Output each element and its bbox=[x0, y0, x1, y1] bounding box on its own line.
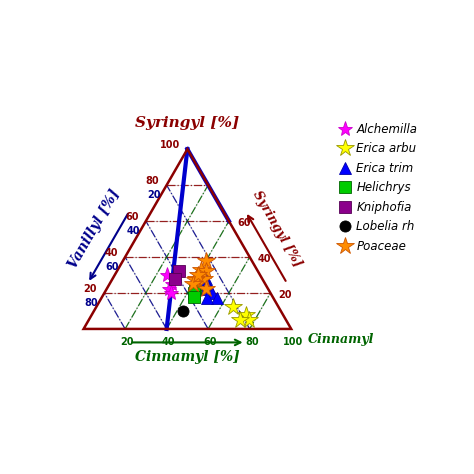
Text: Syringyl [%]: Syringyl [%] bbox=[250, 188, 304, 269]
Text: 60: 60 bbox=[203, 337, 217, 347]
Text: 40: 40 bbox=[126, 226, 140, 236]
Text: 20: 20 bbox=[279, 290, 292, 300]
Text: Cinnamyl: Cinnamyl bbox=[308, 333, 374, 346]
Text: 60: 60 bbox=[125, 212, 138, 222]
Legend: Alchemilla, Erica arbu, Erica trim, Helichrys, Kniphofia, Lobelia rh, Poaceae: Alchemilla, Erica arbu, Erica trim, Heli… bbox=[334, 118, 422, 257]
Text: Vanillyl [%]: Vanillyl [%] bbox=[66, 187, 122, 271]
Text: 100: 100 bbox=[283, 337, 303, 347]
Text: 20: 20 bbox=[147, 190, 160, 201]
Text: 80: 80 bbox=[245, 337, 258, 347]
Text: Cinnamyl [%]: Cinnamyl [%] bbox=[135, 350, 240, 364]
Text: 40: 40 bbox=[258, 254, 272, 264]
Text: 60: 60 bbox=[105, 262, 119, 272]
Text: 80: 80 bbox=[84, 298, 98, 308]
Text: Syringyl [%]: Syringyl [%] bbox=[135, 117, 239, 130]
Text: 80: 80 bbox=[146, 176, 159, 186]
Text: 40: 40 bbox=[104, 248, 118, 258]
Text: 40: 40 bbox=[162, 337, 175, 347]
Text: 60: 60 bbox=[237, 218, 251, 228]
Text: 20: 20 bbox=[83, 284, 97, 294]
Text: 20: 20 bbox=[120, 337, 134, 347]
Text: 100: 100 bbox=[160, 140, 180, 150]
